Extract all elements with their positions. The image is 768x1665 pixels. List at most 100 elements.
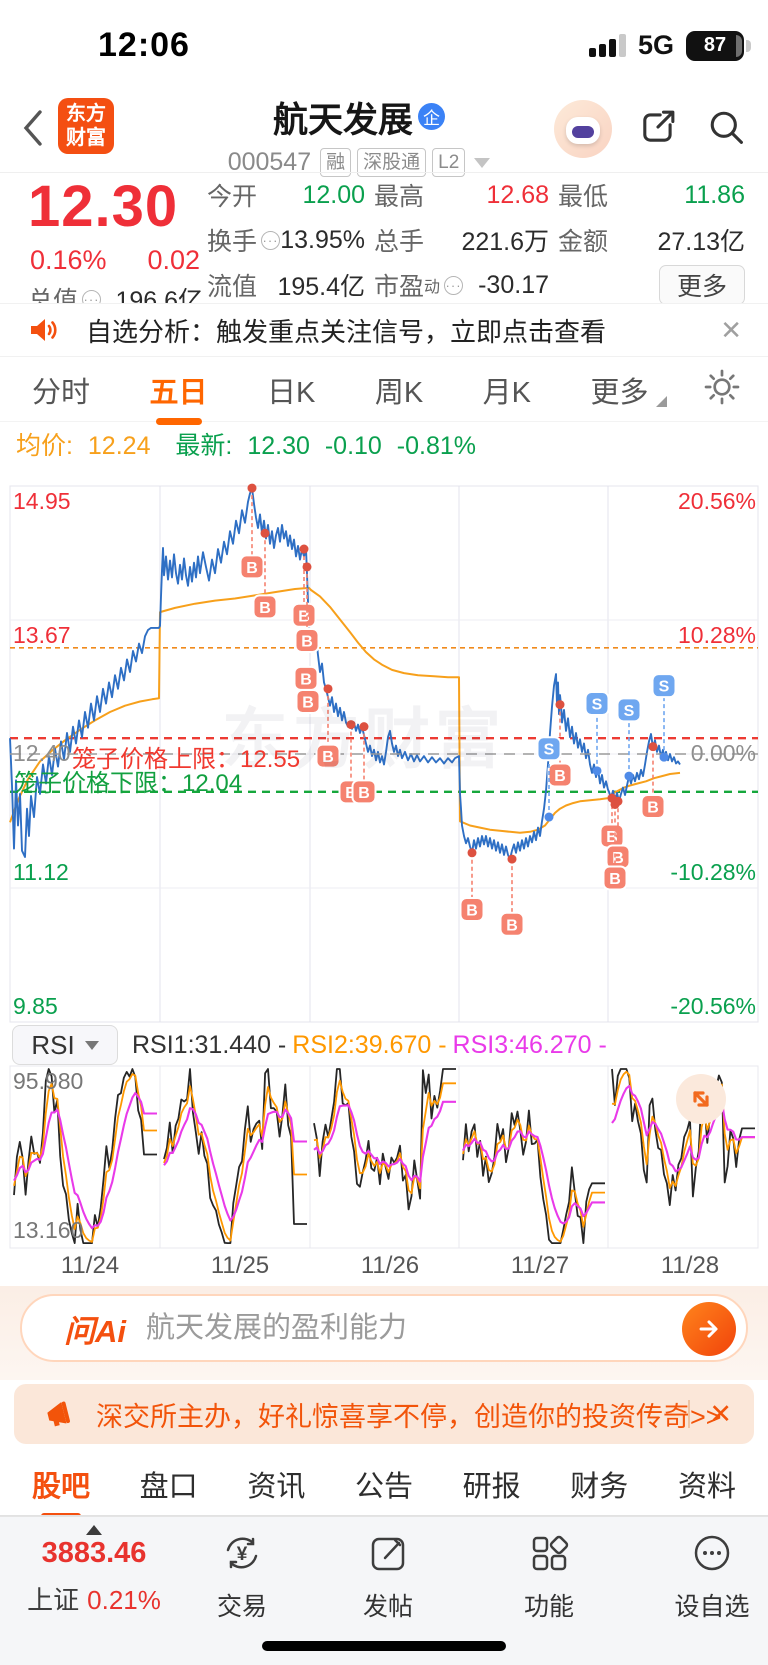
quote-stat: 总手 221.6万 (374, 224, 549, 256)
expand-icon[interactable] (676, 1074, 726, 1124)
stock-title: 航天发展 (272, 101, 413, 140)
info-icon[interactable]: ··· (444, 275, 464, 295)
post-icon (313, 1529, 463, 1583)
tab-月K[interactable]: 月K (482, 376, 531, 409)
change-percent: 0.16% (30, 245, 107, 275)
more-button[interactable]: 更多 (659, 265, 745, 305)
stat-label: 最低 (558, 183, 609, 211)
tab-分时[interactable]: 分时 (32, 376, 91, 409)
svg-text:B: B (300, 671, 312, 688)
nav-item-设自选[interactable]: 设自选 (637, 1529, 768, 1623)
content-tab-财务[interactable]: 财务 (570, 1471, 629, 1503)
pct-axis-label: 10.28% (677, 622, 756, 648)
index-value: 3883.46 (41, 1537, 147, 1569)
ai-assistant-avatar[interactable] (554, 100, 612, 158)
back-button[interactable] (16, 104, 52, 152)
network-type: 5G (637, 30, 674, 60)
content-tab-资讯[interactable]: 资讯 (247, 1471, 306, 1503)
last-change-value: -0.10 (324, 432, 382, 460)
svg-text:S: S (624, 703, 635, 720)
rsi-chart[interactable]: 95.980 13.160 (0, 1064, 768, 1250)
info-icon[interactable]: ··· (261, 230, 281, 250)
tab-五日[interactable]: 五日 (146, 361, 212, 419)
content-tab-研报[interactable]: 研报 (462, 1471, 521, 1503)
tab-日K[interactable]: 日K (267, 376, 316, 409)
stat-value: -30.17 (478, 270, 549, 299)
rsi-legend-item: RSI3:46.270 - (452, 1030, 607, 1059)
buy-signal-marker: B (605, 844, 631, 870)
stock-code: 000547 (227, 148, 312, 176)
share-icon[interactable] (636, 105, 680, 154)
buy-signal-marker: B (252, 594, 278, 620)
content-tab-bar: 股吧 盘口 资讯 公告 研报 财务 资料 (0, 1452, 768, 1516)
buy-signal-marker: B (291, 602, 317, 628)
svg-text:B: B (612, 850, 624, 867)
tab-更多[interactable]: 更多 (586, 361, 667, 419)
change-amount: 0.02 (147, 245, 200, 275)
buy-signal-marker: B (640, 794, 666, 820)
nav-item-功能[interactable]: 功能 (474, 1529, 624, 1623)
buy-signal-marker: B (599, 823, 625, 849)
ask-ai-logo: 问Ai (64, 1313, 126, 1349)
indicator-selector[interactable]: RSI (12, 1025, 118, 1065)
nav-item-发帖[interactable]: 发帖 (313, 1529, 463, 1623)
stat-value: 221.6万 (461, 228, 549, 256)
stock-tag-badge: 融 (320, 148, 352, 177)
sell-signal-marker: S (536, 736, 562, 762)
content-tab-股吧[interactable]: 股吧 (32, 1463, 90, 1505)
notice-bar[interactable]: 自选分析：触发重点关注信号，立即点击查看 ✕ (0, 303, 768, 357)
price-axis-label: 12.40 (13, 740, 71, 766)
status-time: 12:06 (98, 26, 190, 64)
bottom-navbar: 3883.46 上证 0.21% ¥ 交易 发帖 功能 设自选 (0, 1516, 768, 1665)
date-label: 11/28 (660, 1252, 720, 1279)
ai-submit-button[interactable] (682, 1302, 736, 1356)
corner-triangle-icon (655, 395, 667, 407)
nav-item-交易[interactable]: ¥ 交易 (167, 1529, 317, 1623)
price-axis-label: 9.85 (13, 993, 58, 1019)
svg-text:B: B (246, 560, 258, 577)
tab-周K[interactable]: 周K (374, 376, 424, 409)
ai-search-input[interactable] (146, 1311, 566, 1345)
date-label: 11/25 (210, 1252, 270, 1279)
stock-tag-badge: 深股通 (357, 148, 427, 177)
eastmoney-logo: 东方 财富 (58, 98, 114, 154)
content-tab-资料[interactable]: 资料 (677, 1471, 736, 1503)
stat-label: 市盈动 ··· (374, 273, 464, 301)
search-icon[interactable] (704, 105, 748, 154)
settings-gear-icon[interactable] (704, 369, 740, 410)
svg-text:¥: ¥ (237, 1544, 248, 1565)
content-tab-盘口[interactable]: 盘口 (139, 1471, 198, 1503)
rsi-legend: RSI1:31.440 - RSI2:39.670 - RSI3:46.270 - (132, 1031, 613, 1060)
svg-text:S: S (544, 742, 555, 759)
content-tab-公告[interactable]: 公告 (354, 1471, 413, 1503)
svg-text:B: B (466, 903, 478, 920)
cage-lower-label: 笼子价格下限：12.04 (14, 770, 243, 797)
ai-search-bar[interactable]: 问Ai (20, 1294, 748, 1362)
svg-text:B: B (606, 829, 618, 846)
index-percent: 0.21% (87, 1585, 161, 1615)
banner-section: 深交所主办，好礼惊喜享不停，创造你的投资传奇>> ✕ (0, 1380, 768, 1452)
period-tab-bar: 分时 五日 日K 周K 月K 更多 (0, 358, 768, 422)
buy-signal-marker: B (315, 743, 341, 769)
home-indicator[interactable] (262, 1641, 506, 1651)
price-axis-label: 14.95 (13, 488, 71, 514)
chart-legend: 均价: 12.24 最新: 12.30 -0.10 -0.81% (16, 426, 476, 462)
rsi-max-label: 95.980 (13, 1068, 84, 1094)
nav-item-index[interactable]: 3883.46 上证 0.21% (14, 1525, 174, 1617)
svg-text:B: B (302, 694, 314, 711)
chevron-down-icon[interactable] (474, 157, 491, 168)
header: 东方 财富 航天发展企 000547 融深股通 L2 (0, 88, 768, 177)
sell-signal-marker: S (651, 673, 677, 699)
svg-text:B: B (647, 800, 659, 817)
enterprise-badge: 企 (418, 103, 445, 130)
svg-text:B: B (554, 768, 566, 785)
svg-text:B: B (259, 600, 271, 617)
promo-banner[interactable]: 深交所主办，好礼惊喜享不停，创造你的投资传奇>> ✕ (14, 1384, 754, 1444)
triangle-up-icon (86, 1525, 102, 1535)
sell-signal-marker: S (616, 697, 642, 723)
megaphone-icon (47, 1401, 70, 1427)
stock-tag-badge: L2 (432, 148, 466, 177)
notice-close-icon[interactable]: ✕ (720, 314, 742, 345)
banner-close-icon[interactable]: ✕ (709, 1398, 732, 1429)
